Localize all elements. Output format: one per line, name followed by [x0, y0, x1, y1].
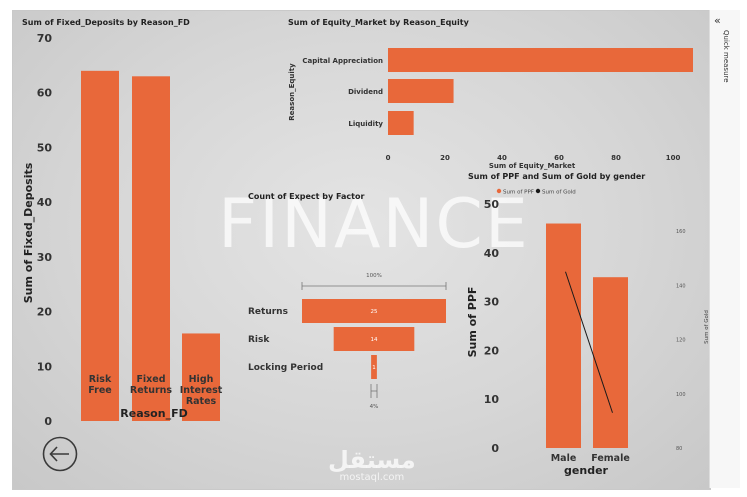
x-tick-label: Male	[551, 453, 577, 464]
data-label: 1	[372, 365, 376, 371]
data-label: 14	[371, 337, 378, 343]
data-label: 25	[371, 309, 378, 315]
y-tick-label: 40	[37, 196, 53, 209]
bar-1	[132, 76, 170, 422]
x-tick-label: Rates	[186, 396, 217, 407]
y2-tick-label: 100	[676, 392, 686, 398]
y-tick-label: 30	[37, 251, 53, 264]
bar-0	[388, 48, 693, 72]
ppf-bar-0	[546, 223, 581, 448]
x-tick-label: 40	[497, 154, 507, 162]
mostaql-logo: مستقل	[328, 446, 416, 474]
y-tick-label: 10	[37, 360, 53, 373]
mostaql-domain: mostaql.com	[339, 472, 405, 483]
legend-marker-ppf	[496, 188, 502, 194]
y-axis-title: Reason_Equity	[288, 63, 296, 121]
x-axis-title: gender	[564, 464, 609, 477]
x-tick-label: 0	[386, 154, 391, 162]
equity-market-title: Sum of Equity_Market by Reason_Equity	[288, 18, 469, 27]
y-tick-label: Liquidity	[348, 120, 383, 128]
x-tick-label: 100	[666, 154, 681, 162]
x-tick-label: Interest	[180, 385, 223, 396]
y-tick-label: Dividend	[348, 88, 383, 96]
x-tick-label: Returns	[130, 385, 173, 396]
y-axis-title: Sum of Fixed_Deposits	[22, 162, 35, 303]
ppf-bar-1	[593, 277, 628, 448]
bar-0	[81, 70, 119, 422]
x-tick-label: Free	[88, 385, 111, 396]
x-tick-label: 60	[554, 154, 564, 162]
mostaql-brand: مستقل mostaql.com	[328, 448, 416, 484]
y-tick-label: Capital Appreciation	[302, 57, 383, 65]
gold-line	[565, 271, 613, 413]
y-tick-label: 60	[37, 87, 53, 100]
y-tick-label: 40	[484, 247, 500, 260]
category-label: Risk	[248, 335, 270, 345]
y2-tick-label: 80	[676, 446, 682, 452]
quick-measure-label[interactable]: Quick measure	[722, 30, 730, 83]
bottom-percent-label: 4%	[370, 404, 379, 410]
legend-label-gold: Sum of Gold	[542, 190, 576, 196]
funnel-bar-2	[371, 355, 377, 379]
fixed-deposits-title: Sum of Fixed_Deposits by Reason_FD	[22, 18, 190, 27]
back-arrow-icon	[42, 436, 78, 472]
category-label: Locking Period	[248, 363, 323, 373]
bar-1	[388, 79, 454, 103]
x-tick-label: 20	[440, 154, 450, 162]
expect-factor-chart[interactable]: 100% 25 Returns 14 Risk 1 Locking Period 4%	[244, 268, 464, 414]
x-tick-label: Risk	[89, 374, 112, 385]
y-tick-label: 50	[484, 198, 500, 211]
collapse-chevron-icon[interactable]: «	[714, 14, 721, 27]
x-axis-title: Sum of Equity_Market	[489, 162, 576, 170]
y-tick-label: 0	[491, 442, 499, 455]
bar-2	[388, 111, 414, 135]
category-label: Returns	[248, 307, 288, 317]
back-button[interactable]	[42, 436, 78, 476]
x-tick-label: High	[189, 374, 214, 385]
y-tick-label: 20	[484, 344, 500, 357]
y2-tick-label: 140	[676, 283, 686, 289]
ppf-gold-title: Sum of PPF and Sum of Gold by gender	[468, 172, 646, 181]
ppf-gold-chart[interactable]: Sum of PPF Sum of Gold 0 10 20 30 40 50 80 100 120…	[462, 184, 712, 480]
y-tick-label: 50	[37, 141, 53, 154]
x-tick-label: 80	[611, 154, 621, 162]
finance-watermark: FINANCE	[218, 185, 530, 264]
top-percent-label: 100%	[366, 273, 382, 279]
bar-2	[182, 333, 220, 421]
y2-tick-label: 120	[676, 338, 686, 344]
y2-tick-label: 160	[676, 229, 686, 235]
legend-marker-gold	[535, 188, 541, 194]
legend-label-ppf: Sum of PPF	[503, 190, 534, 196]
funnel-bar-1	[333, 327, 415, 351]
y-tick-label: 0	[44, 415, 52, 428]
quick-measure-pane[interactable]	[709, 10, 740, 488]
y-axis-title: Sum of PPF	[466, 287, 479, 358]
y-tick-label: 10	[484, 393, 500, 406]
x-tick-label: Fixed	[136, 374, 165, 385]
equity-market-chart[interactable]: Capital Appreciation Dividend Liquidity 0 20…	[284, 38, 704, 174]
x-axis-title: Reason_FD	[120, 407, 187, 420]
y-tick-label: 30	[484, 296, 500, 309]
y-tick-label: 20	[37, 306, 53, 319]
expect-factor-title: Count of Expect by Factor	[248, 192, 365, 201]
x-tick-label: Female	[591, 453, 630, 464]
y-tick-label: 70	[37, 32, 53, 45]
y2-axis-title: Sum of Gold	[704, 310, 710, 344]
funnel-bar-0	[302, 299, 446, 323]
